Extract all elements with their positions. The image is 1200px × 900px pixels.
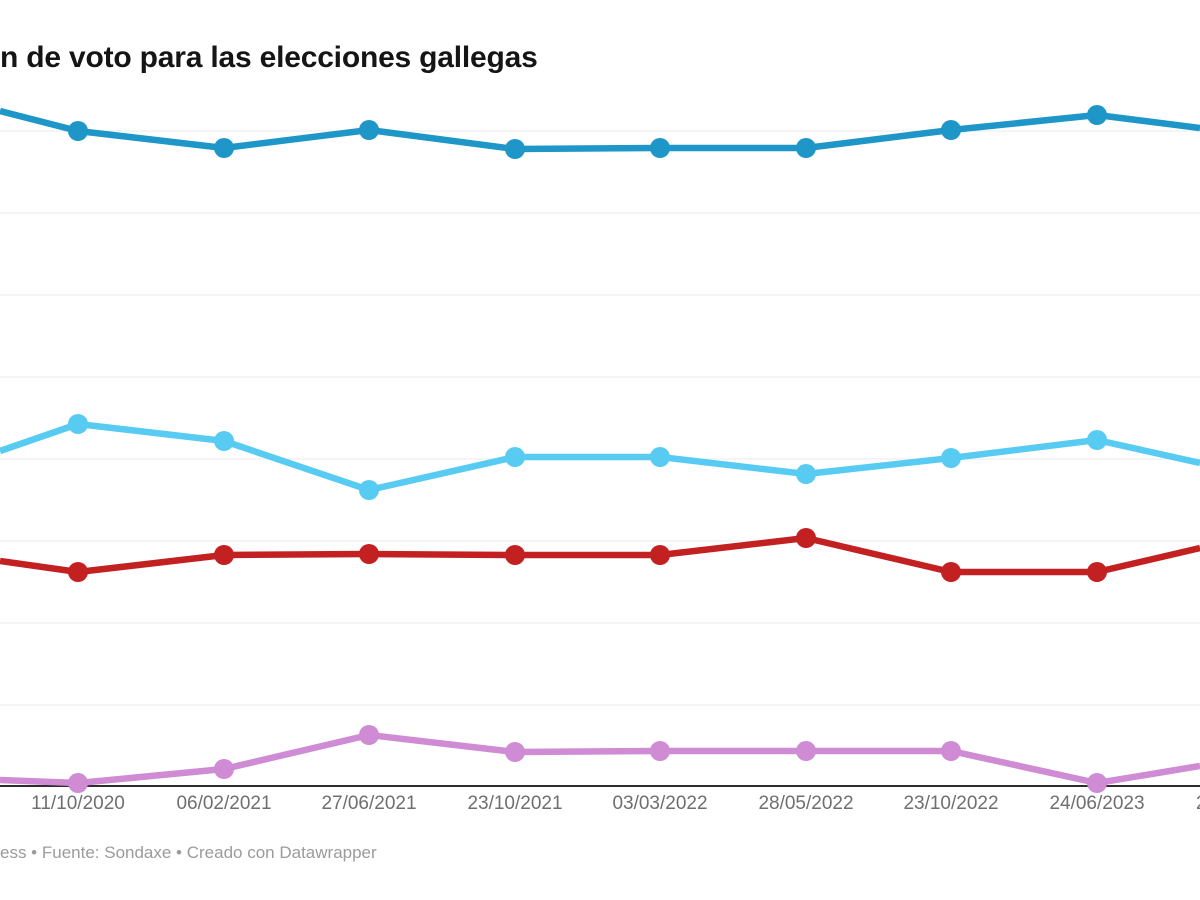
data-point-series-red[interactable]: [650, 545, 670, 565]
data-point-series-red[interactable]: [68, 562, 88, 582]
data-point-series-purple[interactable]: [650, 741, 670, 761]
data-point-series-light-blue[interactable]: [650, 447, 670, 467]
data-point-series-dark-blue[interactable]: [941, 120, 961, 140]
data-point-series-red[interactable]: [359, 544, 379, 564]
data-point-series-dark-blue[interactable]: [1087, 105, 1107, 125]
data-point-series-light-blue[interactable]: [1087, 430, 1107, 450]
data-point-series-purple[interactable]: [505, 742, 525, 762]
data-point-series-purple[interactable]: [68, 773, 88, 793]
data-point-series-light-blue[interactable]: [68, 414, 88, 434]
data-point-series-red[interactable]: [505, 545, 525, 565]
chart-title: n de voto para las elecciones gallegas: [0, 41, 538, 74]
data-point-series-dark-blue[interactable]: [505, 139, 525, 159]
data-point-series-light-blue[interactable]: [505, 447, 525, 467]
data-point-series-light-blue[interactable]: [796, 464, 816, 484]
data-point-series-purple[interactable]: [796, 741, 816, 761]
series-line-series-red: [0, 534, 1200, 576]
data-point-series-dark-blue[interactable]: [68, 121, 88, 141]
chart-footer-byline: ess • Fuente: Sondaxe • Creado con Dataw…: [0, 843, 377, 862]
data-point-series-red[interactable]: [796, 528, 816, 548]
data-point-series-light-blue[interactable]: [359, 480, 379, 500]
data-point-series-dark-blue[interactable]: [796, 138, 816, 158]
data-point-series-dark-blue[interactable]: [214, 138, 234, 158]
series-line-series-light-blue: [0, 420, 1200, 494]
data-point-series-purple[interactable]: [359, 725, 379, 745]
data-point-series-light-blue[interactable]: [214, 431, 234, 451]
data-point-series-red[interactable]: [941, 562, 961, 582]
series-line-series-dark-blue: [0, 107, 1200, 153]
data-point-series-light-blue[interactable]: [941, 448, 961, 468]
data-point-series-purple[interactable]: [1087, 773, 1107, 793]
data-point-series-red[interactable]: [1087, 562, 1107, 582]
series-line-series-purple: [0, 731, 1200, 787]
data-point-series-dark-blue[interactable]: [650, 138, 670, 158]
data-point-series-purple[interactable]: [941, 741, 961, 761]
data-point-series-dark-blue[interactable]: [359, 120, 379, 140]
data-point-series-red[interactable]: [214, 545, 234, 565]
data-point-series-purple[interactable]: [214, 759, 234, 779]
